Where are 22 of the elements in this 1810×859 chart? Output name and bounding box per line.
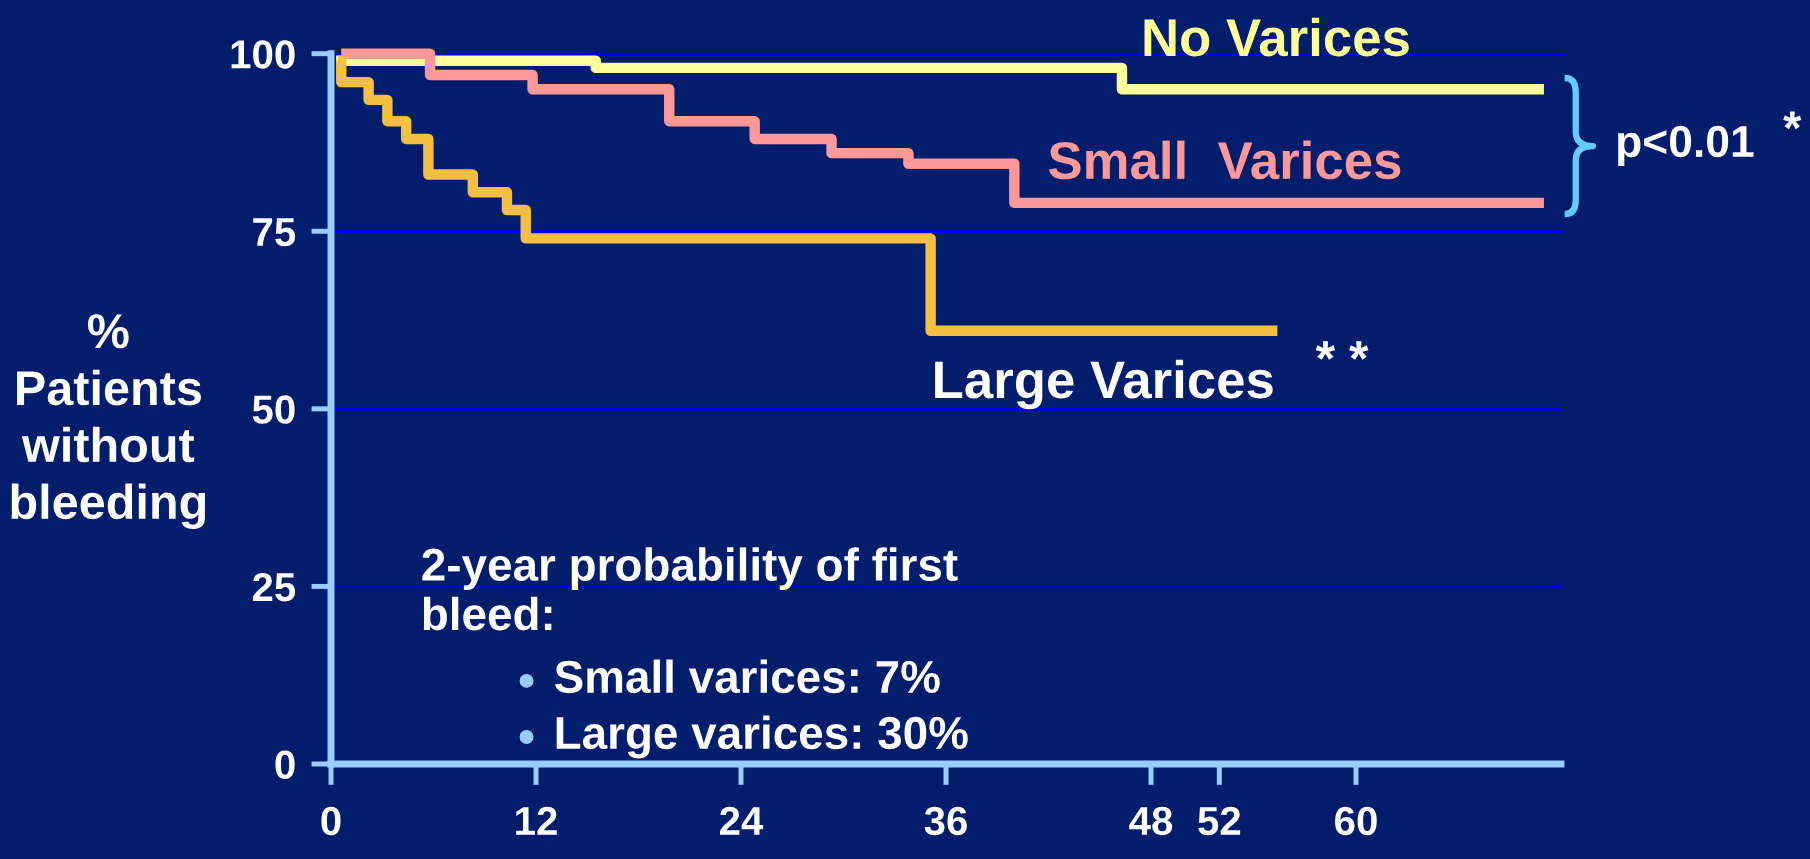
series-label: Large Varices bbox=[935, 359, 1273, 410]
x-tick-label: 24 bbox=[720, 806, 764, 835]
annotation: 2-year probability of first bleed: bbox=[422, 547, 958, 631]
x-tick-label: 36 bbox=[924, 806, 967, 836]
x-tick-label: 0 bbox=[321, 806, 341, 836]
series-label: No Varices bbox=[1144, 17, 1409, 57]
x-tick-label: 48 bbox=[1129, 806, 1173, 836]
y-tick-label: 50 bbox=[252, 395, 295, 424]
annotation: Small varices: 7% bbox=[554, 659, 940, 694]
y-axis-title: % Patients without bleeding bbox=[11, 314, 206, 530]
annotation: * * bbox=[1315, 341, 1369, 360]
x-tick-label: 60 bbox=[1335, 806, 1377, 836]
series-label: Small Varices bbox=[1048, 140, 1401, 180]
x-tick-label: 52 bbox=[1198, 806, 1241, 836]
y-tick-label: 0 bbox=[275, 750, 295, 779]
x-tick-label: 12 bbox=[516, 806, 557, 835]
annotation: Large varices: 30% bbox=[556, 715, 968, 759]
y-tick-label: 25 bbox=[252, 572, 296, 602]
y-tick-label: 100 bbox=[231, 40, 295, 69]
text: * bbox=[1783, 111, 1802, 130]
y-tick-label: 75 bbox=[253, 218, 296, 247]
text: p<0.01 bbox=[1618, 125, 1754, 167]
